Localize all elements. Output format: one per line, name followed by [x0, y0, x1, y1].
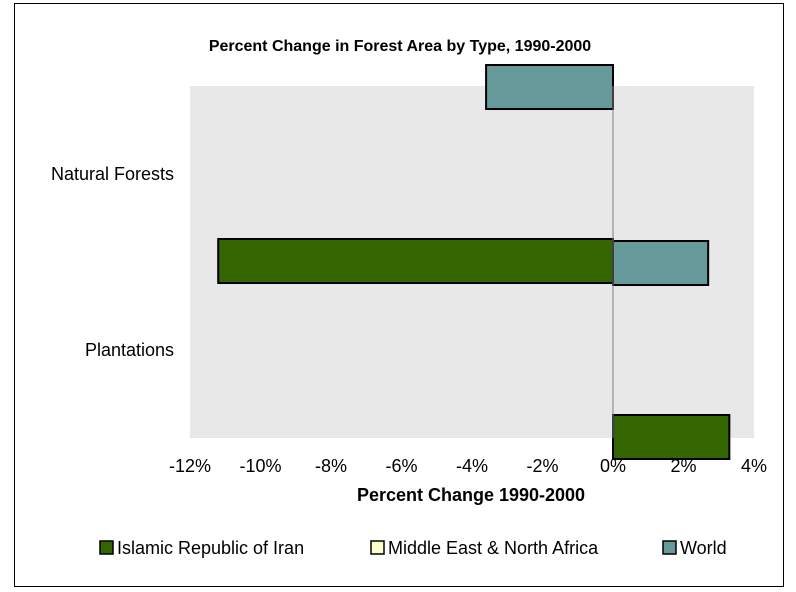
x-tick-labels: -12% -10% -8% -6% -4% -2% 0% 2% 4%	[169, 456, 767, 476]
legend-label: Islamic Republic of Iran	[117, 538, 304, 558]
chart-title: Percent Change in Forest Area by Type, 1…	[209, 38, 591, 55]
category-label: Plantations	[85, 340, 174, 360]
bars-group	[217, 64, 731, 460]
chart-svg: Percent Change in Forest Area by Type, 1…	[51, 38, 767, 558]
x-tick-label: 4%	[741, 456, 767, 476]
category-label: Natural Forests	[51, 164, 174, 184]
legend-swatch	[662, 540, 677, 555]
bar-world-natural-forests	[485, 64, 615, 110]
chart-frame: Percent Change in Forest Area by Type, 1…	[14, 3, 784, 587]
x-tick-label: 2%	[670, 456, 696, 476]
x-tick-label: -12%	[169, 456, 211, 476]
bar-islamic-republic-of-iran-natural-forests	[217, 238, 614, 284]
x-tick-label: -2%	[526, 456, 558, 476]
legend-swatch	[370, 540, 385, 555]
x-axis-title: Percent Change 1990-2000	[357, 485, 585, 505]
x-tick-label: -10%	[239, 456, 281, 476]
category-labels: Natural Forests Plantations	[51, 164, 174, 360]
legend-label: World	[680, 538, 727, 558]
x-tick-label: -8%	[315, 456, 347, 476]
legend: Islamic Republic of Iran Middle East & No…	[99, 538, 727, 558]
bar-islamic-republic-of-iran-plantations	[612, 414, 731, 460]
x-tick-label: -6%	[385, 456, 417, 476]
x-tick-label: -4%	[456, 456, 488, 476]
legend-label: Middle East & North Africa	[388, 538, 599, 558]
bar-world-plantations	[612, 240, 710, 286]
x-tick-label: 0%	[600, 456, 626, 476]
legend-swatch	[99, 540, 114, 555]
